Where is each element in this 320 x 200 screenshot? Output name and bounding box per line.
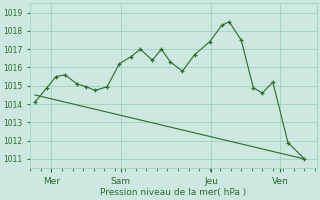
X-axis label: Pression niveau de la mer( hPa ): Pression niveau de la mer( hPa ): [100, 188, 247, 197]
